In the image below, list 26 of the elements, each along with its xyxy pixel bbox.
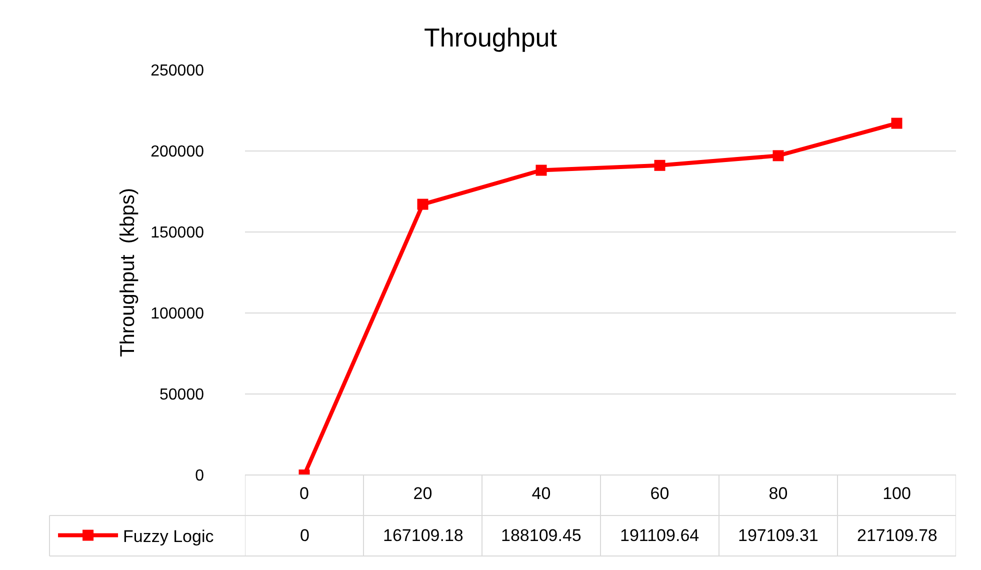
data-label: 167109.18 (383, 526, 464, 545)
y-tick-label: 250000 (150, 62, 204, 80)
data-label: 191109.64 (620, 526, 700, 545)
point (891, 118, 902, 129)
x-tick-label: 60 (650, 484, 670, 503)
y-axis-title: Throughput (kbps) (117, 188, 140, 357)
data-label: 197109.31 (738, 526, 818, 545)
legend-label: Fuzzy Logic (123, 526, 214, 546)
y-tick-label: 50000 (160, 386, 204, 404)
x-tick-label: 100 (882, 484, 911, 503)
data-label: 0 (300, 526, 310, 545)
x-tick-label: 0 (300, 484, 309, 503)
x-tick-label: 40 (532, 484, 551, 503)
data-label: 217109.78 (857, 526, 938, 545)
y-tick-label: 150000 (150, 224, 204, 242)
point (654, 160, 666, 171)
x-tick-label: 20 (413, 484, 432, 503)
point (772, 150, 784, 162)
x-tick-label: 80 (768, 484, 788, 503)
y-tick-label: 200000 (150, 144, 204, 161)
y-tick-label: 100000 (150, 306, 204, 323)
y-tick-label: 0 (195, 468, 204, 485)
point (417, 198, 428, 210)
chart-title: Throughput (424, 22, 558, 53)
point (536, 164, 547, 176)
data-label: 188109.45 (501, 526, 582, 545)
